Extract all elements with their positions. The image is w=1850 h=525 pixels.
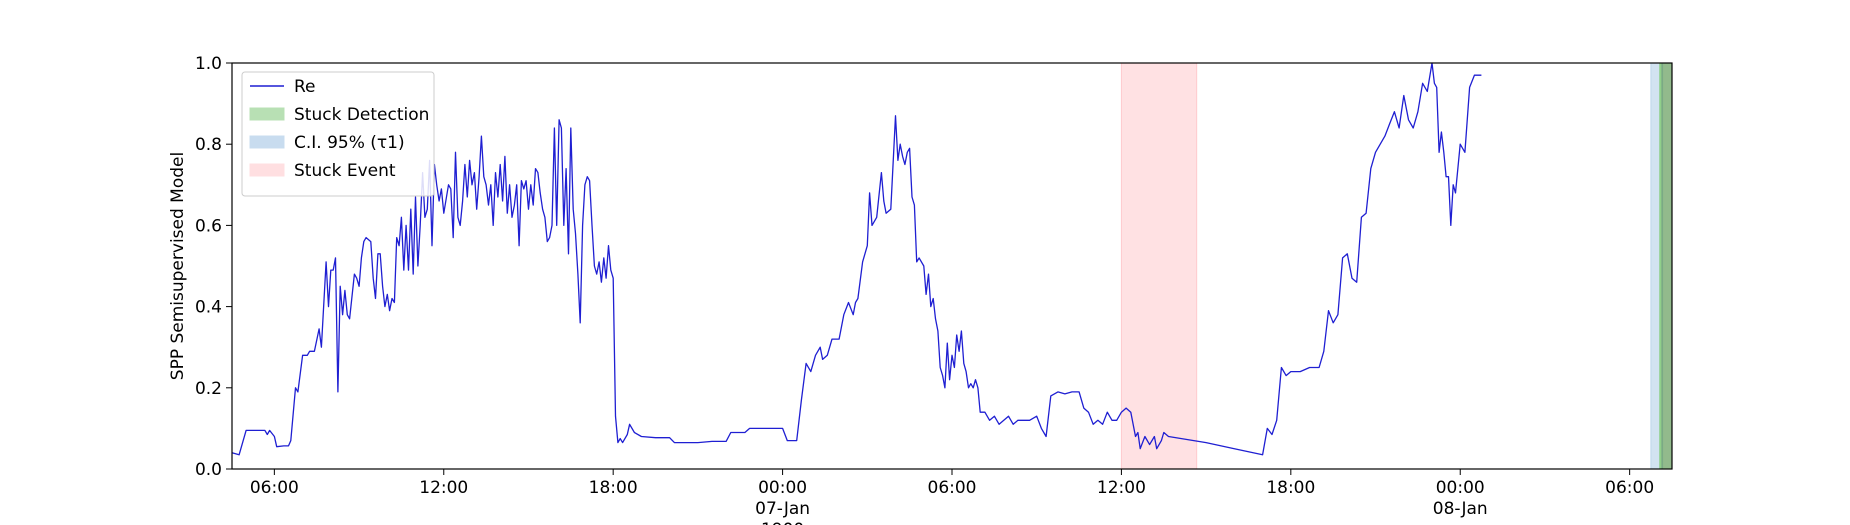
legend-swatch-patch [249, 107, 285, 121]
y-tick-label: 0.8 [195, 135, 222, 155]
x-tick-label: 06:00 [1605, 478, 1654, 498]
y-tick-label: 0.0 [195, 460, 222, 480]
legend-label: Stuck Detection [294, 105, 429, 125]
x-tick-label: 00:00 [1436, 478, 1485, 498]
x-tick-label: 00:00 [758, 478, 807, 498]
y-tick-label: 1.0 [195, 54, 222, 74]
legend-item: C.I. 95% (τ1) [249, 133, 405, 153]
plot-frame [231, 62, 1673, 470]
series-layer [231, 62, 1482, 456]
legend-swatch-patch [249, 163, 285, 177]
legend-swatch-patch [249, 135, 285, 149]
series-line-re [231, 62, 1482, 456]
x-tick-label: 18:00 [1266, 478, 1315, 498]
legend-label: C.I. 95% (τ1) [294, 133, 405, 153]
shaded-bands [1120, 62, 1673, 470]
x-axis-ticks: 06:0012:0018:0000:0007-Jan190006:0012:00… [250, 469, 1654, 525]
y-tick-label: 0.4 [195, 298, 222, 318]
x-tick-label: 06:00 [928, 478, 977, 498]
x-tick-label: 12:00 [419, 478, 468, 498]
legend-item: Re [250, 77, 316, 97]
band-stuck-event [1120, 62, 1198, 470]
x-tick-label: 1900 [761, 520, 804, 525]
legend-item: Stuck Event [249, 161, 396, 181]
x-tick-label: 18:00 [589, 478, 638, 498]
legend-box [241, 71, 435, 197]
legend-label: Stuck Event [294, 161, 396, 181]
y-axis-ticks: 0.0 0.2 0.4 0.6 0.8 1.0 [195, 54, 232, 480]
y-tick-label: 0.2 [195, 379, 222, 399]
x-tick-label: 08-Jan [1433, 499, 1488, 519]
x-tick-label: 07-Jan [755, 499, 810, 519]
legend: Re Stuck Detection C.I. 95% (τ1) Stuck Even… [241, 71, 435, 197]
x-tick-label: 06:00 [250, 478, 299, 498]
x-tick-label: 12:00 [1097, 478, 1146, 498]
band-stuck-detection [1659, 62, 1673, 470]
y-axis-label: SPP Semisupervised Model [168, 152, 188, 380]
y-tick-label: 0.6 [195, 216, 222, 236]
legend-label: Re [294, 77, 316, 97]
legend-item: Stuck Detection [249, 105, 429, 125]
